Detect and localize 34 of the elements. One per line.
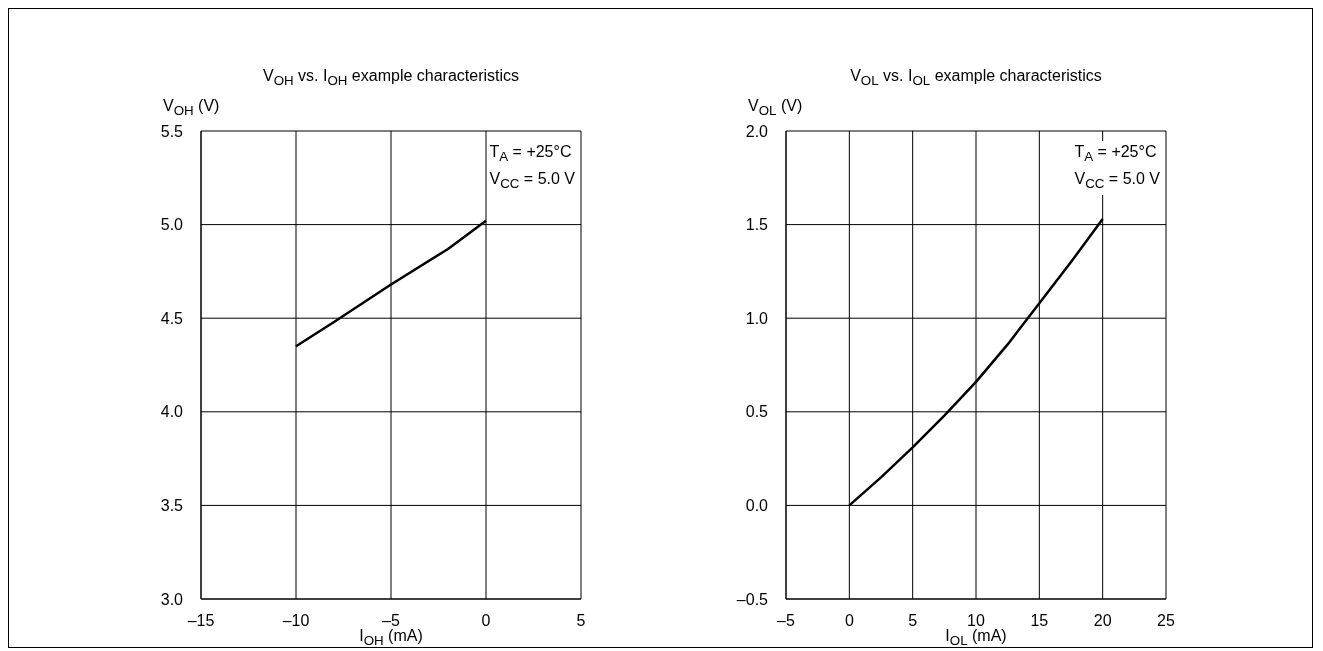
x-tick-label: –10: [282, 612, 310, 630]
y-tick-label: 5.5: [160, 122, 184, 140]
chart-title: V$_{OH}$ vs. I$_{OH}$ example characteristics: [261, 67, 521, 89]
x-axis-title: I$_{OL}$ (mA): [945, 627, 1007, 649]
y-tick-label: 2.0: [745, 122, 769, 140]
x-tick-label: –15: [187, 612, 215, 630]
annotation: T$_{A}$ = +25°C: [489, 142, 573, 167]
x-tick-label: 5: [908, 612, 918, 630]
y-tick-label: 4.5: [160, 309, 184, 327]
x-tick-label: 10: [967, 612, 985, 630]
y-tick-label: 3.0: [160, 590, 184, 608]
annotation: V$_{CC}$ = 5.0 V: [489, 169, 575, 194]
annotation: T$_{A}$ = +25°C: [1074, 142, 1158, 167]
y-tick-label: 1.0: [745, 309, 769, 327]
y-tick-label: 1.5: [745, 216, 769, 234]
x-tick-label: 0: [481, 612, 491, 630]
x-tick-label: –5: [382, 612, 400, 630]
y-axis-title: V$_{OL}$ (V): [748, 97, 803, 119]
y-tick-label: 4.0: [160, 403, 184, 421]
chart-title: V$_{OL}$ vs. I$_{OL}$ example characteristics: [849, 67, 1103, 89]
y-tick-label: –0.5: [736, 590, 769, 608]
y-tick-label: 3.5: [160, 497, 184, 515]
x-tick-label: 0: [844, 612, 854, 630]
x-tick-label: 5: [576, 612, 586, 630]
y-axis-title: V$_{OH}$ (V): [163, 97, 220, 119]
annotation: V$_{CC}$ = 5.0 V: [1074, 169, 1160, 194]
y-tick-label: 0.5: [745, 403, 769, 421]
x-tick-label: 20: [1093, 612, 1112, 630]
x-tick-label: 15: [1030, 612, 1049, 630]
x-axis-title: I$_{OH}$ (mA): [359, 627, 423, 649]
x-tick-label: 25: [1157, 612, 1175, 630]
y-tick-label: 5.0: [160, 216, 184, 234]
y-tick-label: 0.0: [745, 497, 769, 515]
x-tick-label: –5: [777, 612, 795, 630]
